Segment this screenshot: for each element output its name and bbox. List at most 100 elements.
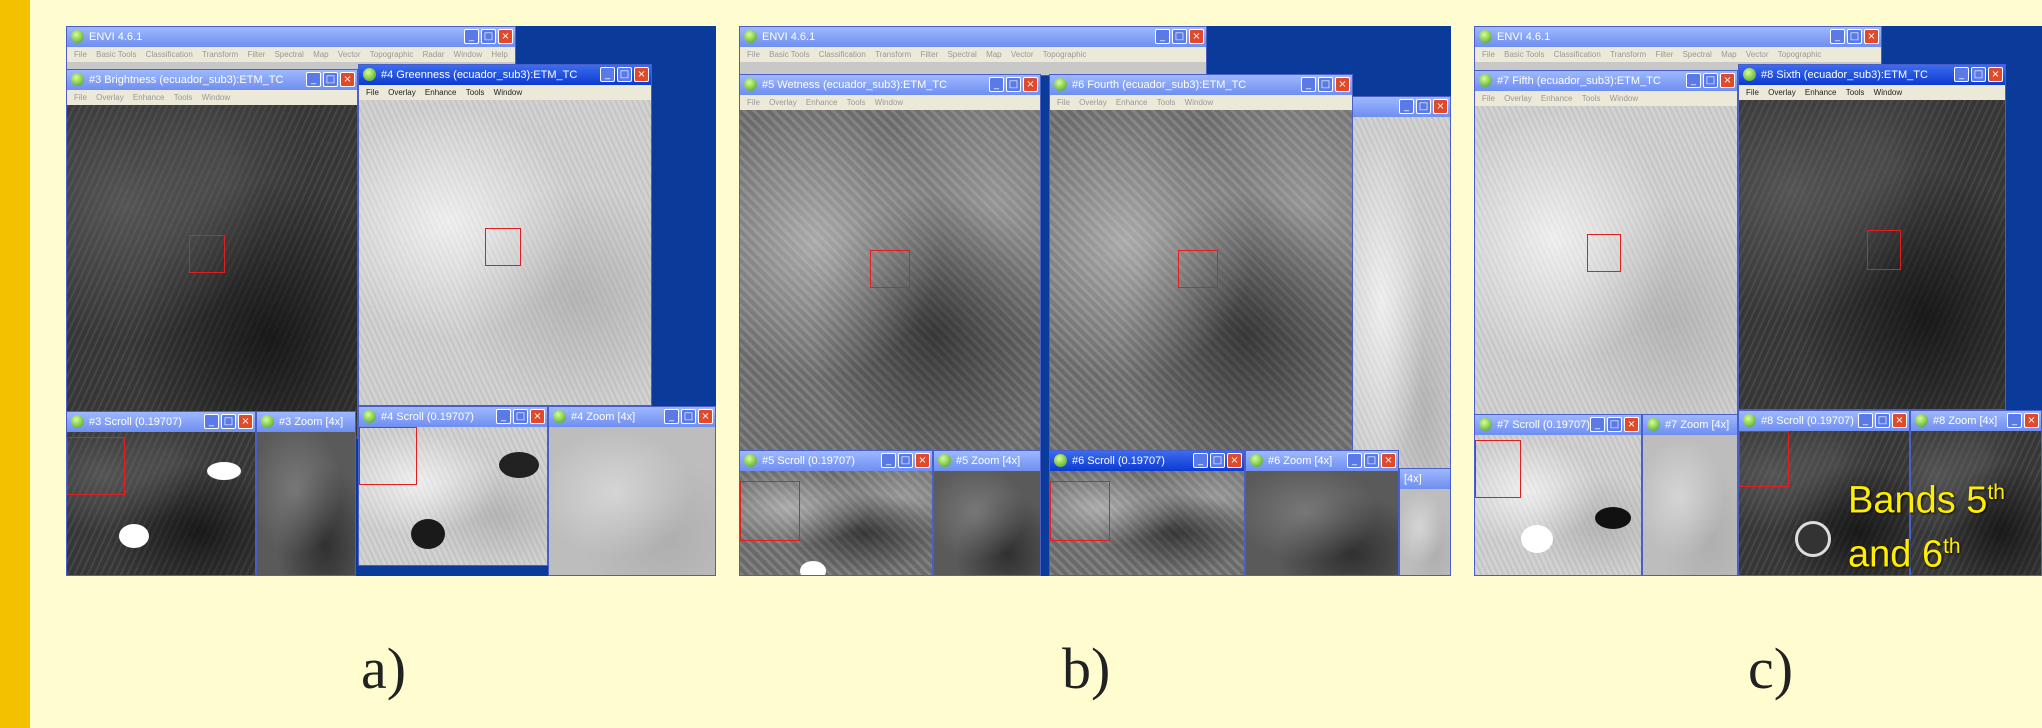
- menu-enhance[interactable]: Enhance: [425, 88, 457, 97]
- menu-classification[interactable]: Classification: [819, 50, 866, 59]
- scroll-box-indicator[interactable]: [67, 437, 125, 495]
- scroll5-window[interactable]: #5 Scroll (0.19707) _ □ ×: [739, 450, 933, 576]
- window-titlebar[interactable]: #6 Fourth (ecuador_sub3):ETM_TC _ □ ×: [1050, 75, 1352, 95]
- zoom-image-view[interactable]: [549, 427, 715, 575]
- minimize-button[interactable]: _: [600, 67, 615, 82]
- zoom-image-view[interactable]: [934, 471, 1040, 575]
- minimize-button[interactable]: _: [664, 409, 679, 424]
- close-button[interactable]: ×: [1433, 99, 1448, 114]
- close-button[interactable]: ×: [1892, 413, 1907, 428]
- maximize-button[interactable]: □: [221, 414, 236, 429]
- close-button[interactable]: ×: [1720, 73, 1735, 88]
- satellite-image-view[interactable]: [1050, 110, 1352, 485]
- menu-topographic[interactable]: Topographic: [370, 50, 414, 59]
- menu-file[interactable]: File: [1482, 50, 1495, 59]
- zoom-image-view[interactable]: [257, 432, 355, 575]
- menu-transform[interactable]: Transform: [1610, 50, 1646, 59]
- menu-enhance[interactable]: Enhance: [1541, 94, 1573, 103]
- menu-window[interactable]: Window: [202, 93, 230, 102]
- menu-filter[interactable]: Filter: [920, 50, 938, 59]
- maximize-button[interactable]: □: [1318, 77, 1333, 92]
- scroll-image-view[interactable]: [1475, 435, 1641, 575]
- menu-vector[interactable]: Vector: [338, 50, 361, 59]
- window-titlebar[interactable]: #3 Scroll (0.19707) _ □ ×: [67, 412, 255, 432]
- close-button[interactable]: ×: [1864, 29, 1879, 44]
- menu-topographic[interactable]: Topographic: [1043, 50, 1087, 59]
- maximize-button[interactable]: □: [898, 453, 913, 468]
- scroll6-window[interactable]: #6 Scroll (0.19707) _ □ ×: [1049, 450, 1245, 576]
- menu-filter[interactable]: Filter: [1655, 50, 1673, 59]
- menu-window[interactable]: Window: [1874, 88, 1902, 97]
- menu-spectral[interactable]: Spectral: [947, 50, 976, 59]
- menu-basic-tools[interactable]: Basic Tools: [1504, 50, 1544, 59]
- minimize-button[interactable]: _: [1954, 67, 1969, 82]
- minimize-button[interactable]: _: [1155, 29, 1170, 44]
- menu-enhance[interactable]: Enhance: [1116, 98, 1148, 107]
- minimize-button[interactable]: _: [204, 414, 219, 429]
- minimize-button[interactable]: _: [1301, 77, 1316, 92]
- menu-spectral[interactable]: Spectral: [1682, 50, 1711, 59]
- zoom-box-indicator[interactable]: [1178, 250, 1218, 288]
- greenness-image-window[interactable]: #4 Greenness (ecuador_sub3):ETM_TC _ □ ×…: [358, 64, 652, 406]
- minimize-button[interactable]: _: [1686, 73, 1701, 88]
- minimize-button[interactable]: _: [306, 72, 321, 87]
- close-button[interactable]: ×: [238, 414, 253, 429]
- maximize-button[interactable]: □: [323, 72, 338, 87]
- minimize-button[interactable]: _: [496, 409, 511, 424]
- menu-window[interactable]: Window: [454, 50, 482, 59]
- maximize-button[interactable]: □: [1210, 453, 1225, 468]
- menu-enhance[interactable]: Enhance: [1805, 88, 1837, 97]
- window-titlebar[interactable]: #4 Zoom [4x] _ □ ×: [549, 407, 715, 427]
- close-button[interactable]: ×: [340, 72, 355, 87]
- close-button[interactable]: ×: [698, 409, 713, 424]
- scroll-image-view[interactable]: [740, 471, 932, 575]
- satellite-image-view[interactable]: [1475, 106, 1737, 437]
- menu-transform[interactable]: Transform: [875, 50, 911, 59]
- zoom7-window[interactable]: #7 Zoom [4x]: [1642, 414, 1738, 576]
- satellite-image-view[interactable]: [1739, 100, 2005, 409]
- maximize-button[interactable]: □: [1607, 417, 1622, 432]
- zoom-image-view[interactable]: [1246, 471, 1398, 575]
- partial-zoom-window[interactable]: [4x]: [1399, 468, 1451, 576]
- menu-filter[interactable]: Filter: [247, 50, 265, 59]
- close-button[interactable]: ×: [1624, 417, 1639, 432]
- menu-window[interactable]: Window: [1610, 94, 1638, 103]
- menu-tools[interactable]: Tools: [1157, 98, 1176, 107]
- minimize-button[interactable]: _: [1590, 417, 1605, 432]
- window-titlebar[interactable]: #7 Fifth (ecuador_sub3):ETM_TC _ □ ×: [1475, 71, 1737, 91]
- scroll7-window[interactable]: #7 Scroll (0.19707) _ □ ×: [1474, 414, 1642, 576]
- close-button[interactable]: ×: [1988, 67, 2003, 82]
- menu-file[interactable]: File: [1482, 94, 1495, 103]
- maximize-button[interactable]: □: [481, 29, 496, 44]
- menu-overlay[interactable]: Overlay: [1504, 94, 1532, 103]
- menu-tools[interactable]: Tools: [1846, 88, 1865, 97]
- menu-file[interactable]: File: [366, 88, 379, 97]
- close-button[interactable]: ×: [1381, 453, 1396, 468]
- menu-basic-tools[interactable]: Basic Tools: [769, 50, 809, 59]
- minimize-button[interactable]: _: [464, 29, 479, 44]
- window-titlebar[interactable]: #3 Zoom [4x]: [257, 412, 355, 432]
- maximize-button[interactable]: □: [1416, 99, 1431, 114]
- scroll3-window[interactable]: #3 Scroll (0.19707) _ □ ×: [66, 411, 256, 576]
- scroll-image-view[interactable]: [67, 432, 255, 575]
- menu-map[interactable]: Map: [986, 50, 1002, 59]
- scroll-box-indicator[interactable]: [740, 481, 800, 541]
- window-titlebar[interactable]: #8 Zoom [4x] _ ×: [1911, 411, 2041, 431]
- close-button[interactable]: ×: [1023, 77, 1038, 92]
- menu-topographic[interactable]: Topographic: [1778, 50, 1822, 59]
- scroll-image-view[interactable]: [1050, 471, 1244, 575]
- menu-classification[interactable]: Classification: [1554, 50, 1601, 59]
- menu-file[interactable]: File: [1746, 88, 1759, 97]
- menu-tools[interactable]: Tools: [847, 98, 866, 107]
- close-button[interactable]: ×: [915, 453, 930, 468]
- window-titlebar[interactable]: #6 Zoom [4x] _ □ ×: [1246, 451, 1398, 471]
- menu-map[interactable]: Map: [1721, 50, 1737, 59]
- window-titlebar[interactable]: #4 Scroll (0.19707) _ □ ×: [359, 407, 547, 427]
- window-titlebar[interactable]: [4x]: [1400, 469, 1450, 489]
- menu-overlay[interactable]: Overlay: [96, 93, 124, 102]
- zoom-box-indicator[interactable]: [485, 228, 521, 266]
- scroll4-window[interactable]: #4 Scroll (0.19707) _ □ ×: [358, 406, 548, 566]
- menu-radar[interactable]: Radar: [423, 50, 445, 59]
- close-button[interactable]: ×: [498, 29, 513, 44]
- fourth-image-window[interactable]: #6 Fourth (ecuador_sub3):ETM_TC _ □ × Fi…: [1049, 74, 1353, 486]
